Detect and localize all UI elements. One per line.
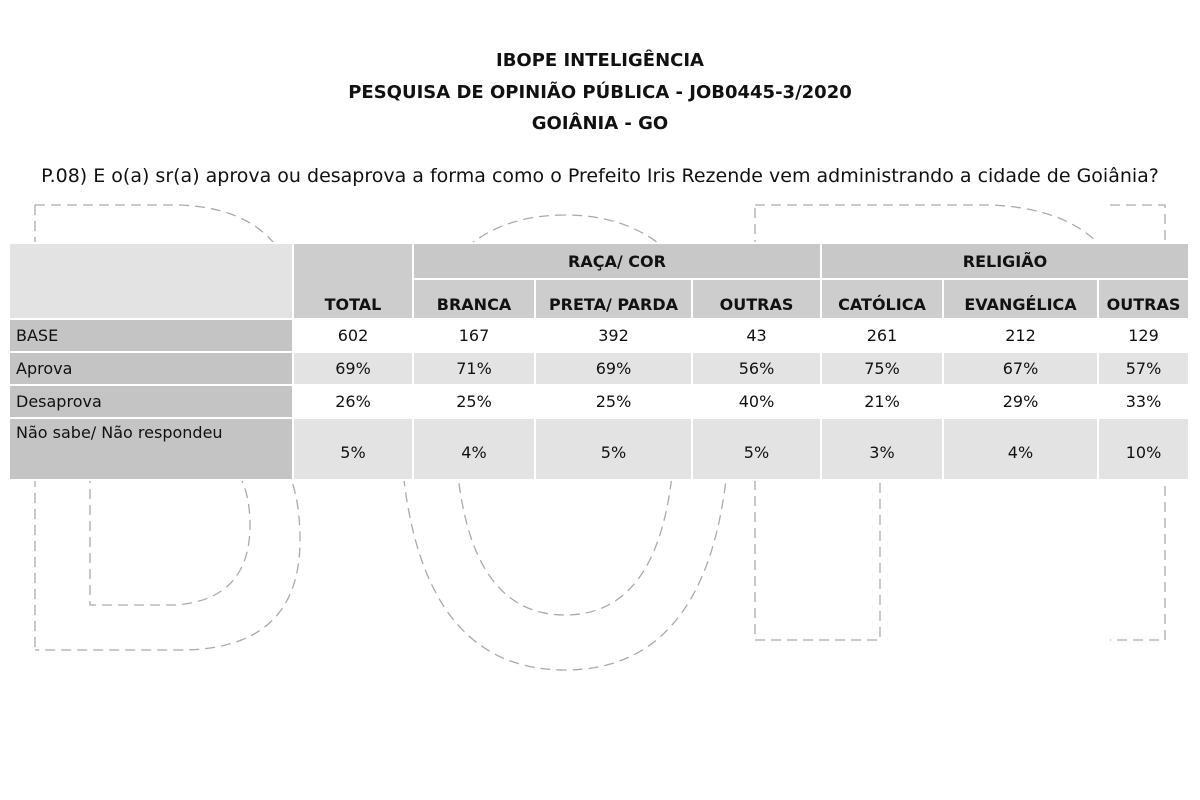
cell: 25%	[534, 384, 693, 419]
cell: 25%	[412, 384, 536, 419]
table-row: BASE 602 167 392 43 261 212 129	[8, 318, 1190, 353]
cell: 29%	[942, 384, 1099, 419]
cell: 57%	[1097, 351, 1190, 386]
row-label: Desaprova	[8, 384, 294, 419]
group-header: RELIGIÃO	[820, 242, 1190, 280]
cell: 69%	[534, 351, 693, 386]
cell: 43	[691, 318, 822, 353]
cell: 3%	[820, 417, 944, 481]
col-header: TOTAL	[292, 242, 414, 320]
results-table: TOTAL RAÇA/ COR RELIGIÃO BRANCA PRETA/ P…	[8, 242, 1190, 481]
row-label: Aprova	[8, 351, 294, 386]
cell: 167	[412, 318, 536, 353]
cell: 56%	[691, 351, 822, 386]
question-text: P.08) E o(a) sr(a) aprova ou desaprova a…	[41, 165, 1159, 187]
cell: 67%	[942, 351, 1099, 386]
cell: 4%	[412, 417, 536, 481]
report-title: IBOPE INTELIGÊNCIA	[496, 50, 704, 71]
survey-name: PESQUISA DE OPINIÃO PÚBLICA - JOB0445-3/…	[348, 82, 852, 103]
col-header: BRANCA	[412, 278, 536, 320]
col-header: OUTRAS	[1097, 278, 1190, 320]
cell: 602	[292, 318, 414, 353]
col-header: PRETA/ PARDA	[534, 278, 693, 320]
cell: 392	[534, 318, 693, 353]
col-header: OUTRAS	[691, 278, 822, 320]
col-header: CATÓLICA	[820, 278, 944, 320]
cell: 40%	[691, 384, 822, 419]
cell: 26%	[292, 384, 414, 419]
cell: 129	[1097, 318, 1190, 353]
table-row: Não sabe/ Não respondeu 5% 4% 5% 5% 3% 4…	[8, 417, 1190, 481]
cell: 10%	[1097, 417, 1190, 481]
table-row: Desaprova 26% 25% 25% 40% 21% 29% 33%	[8, 384, 1190, 419]
cell: 69%	[292, 351, 414, 386]
cell: 212	[942, 318, 1099, 353]
row-label: BASE	[8, 318, 294, 353]
group-header: RAÇA/ COR	[412, 242, 822, 280]
cell: 5%	[292, 417, 414, 481]
row-label: Não sabe/ Não respondeu	[8, 417, 294, 481]
cell: 4%	[942, 417, 1099, 481]
corner-cell	[8, 242, 294, 320]
cell: 261	[820, 318, 944, 353]
cell: 71%	[412, 351, 536, 386]
location: GOIÂNIA - GO	[531, 113, 669, 134]
cell: 33%	[1097, 384, 1190, 419]
table-row: Aprova 69% 71% 69% 56% 75% 67% 57%	[8, 351, 1190, 386]
cell: 21%	[820, 384, 944, 419]
cell: 5%	[691, 417, 822, 481]
cell: 75%	[820, 351, 944, 386]
cell: 5%	[534, 417, 693, 481]
col-header: EVANGÉLICA	[942, 278, 1099, 320]
